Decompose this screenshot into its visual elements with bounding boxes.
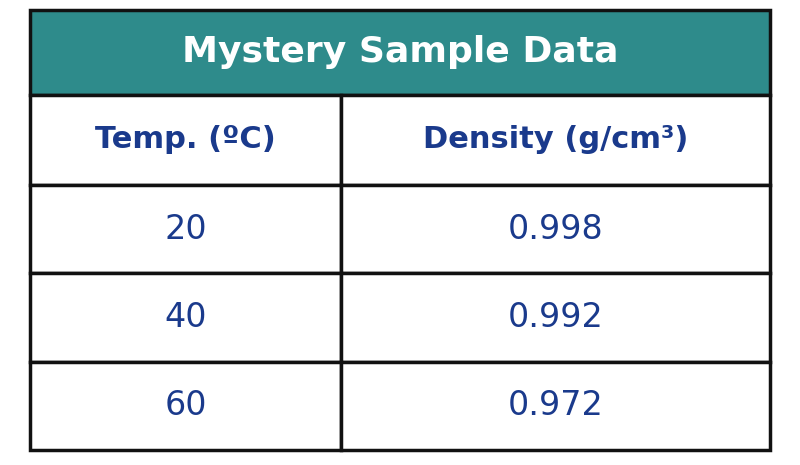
- Text: 20: 20: [164, 213, 206, 246]
- Bar: [30, 273, 341, 362]
- Text: 40: 40: [164, 301, 206, 334]
- Bar: [341, 185, 770, 273]
- Text: Mystery Sample Data: Mystery Sample Data: [182, 35, 618, 69]
- Text: Temp. (ºC): Temp. (ºC): [95, 126, 276, 154]
- Bar: [341, 362, 770, 450]
- Text: 0.992: 0.992: [507, 301, 603, 334]
- Text: Density (g/cm³): Density (g/cm³): [422, 126, 688, 154]
- Bar: [30, 10, 770, 95]
- Bar: [30, 95, 341, 185]
- Bar: [341, 95, 770, 185]
- Bar: [30, 362, 341, 450]
- Bar: [341, 273, 770, 362]
- Text: 60: 60: [164, 389, 206, 422]
- Text: 0.972: 0.972: [507, 389, 603, 422]
- Bar: [30, 185, 341, 273]
- Text: 0.998: 0.998: [507, 213, 603, 246]
